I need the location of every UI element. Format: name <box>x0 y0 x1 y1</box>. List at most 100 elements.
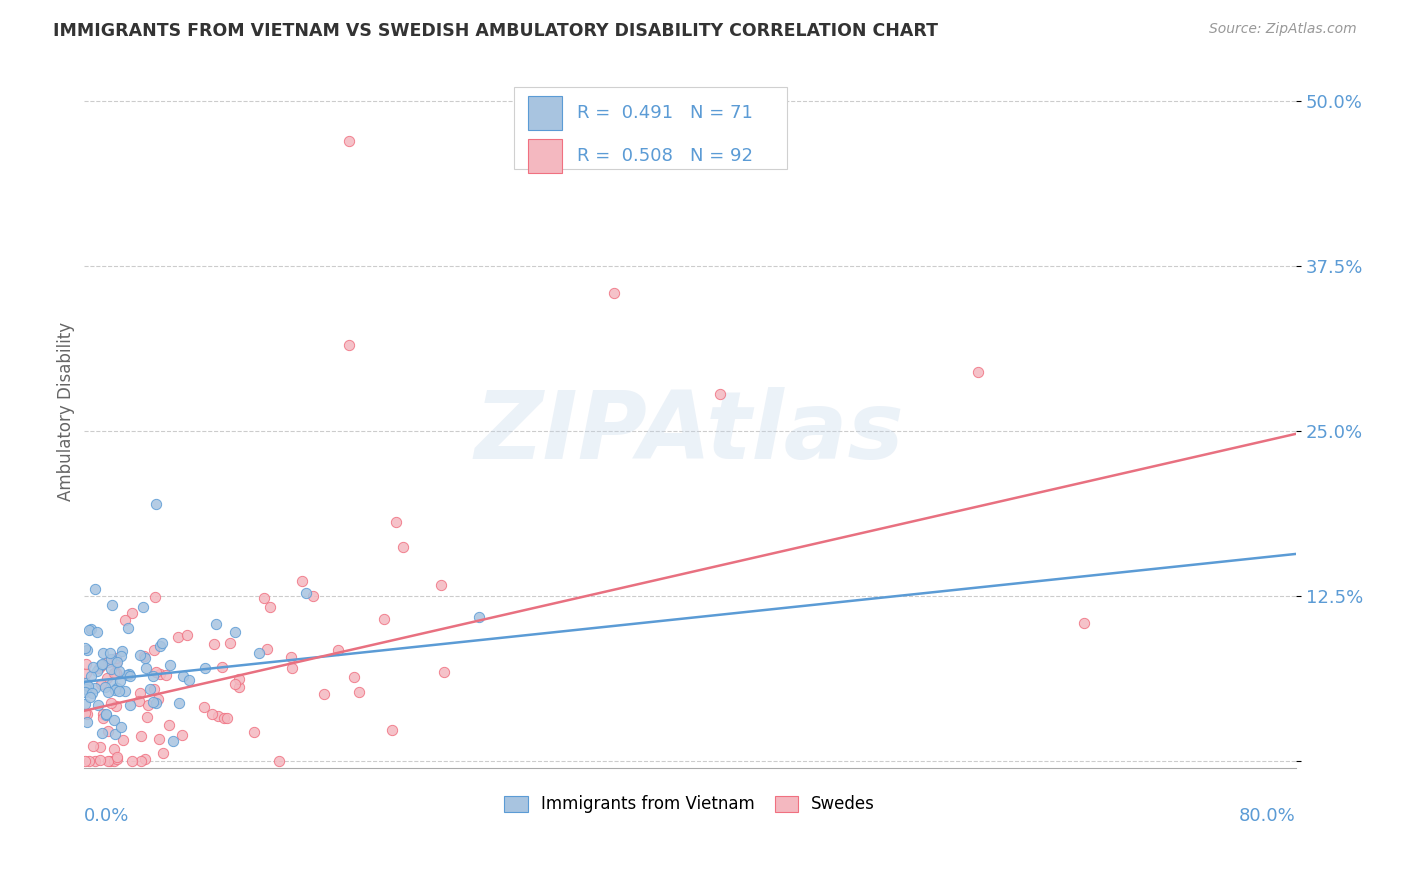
Point <box>76 643 98 657</box>
Point <box>75 754 97 768</box>
Point <box>228 672 250 686</box>
Point <box>247 646 270 660</box>
Point <box>291 574 314 588</box>
Point <box>385 515 408 529</box>
Point <box>207 709 229 723</box>
Point <box>253 591 276 605</box>
Point <box>100 598 122 612</box>
Text: N = 92: N = 92 <box>690 146 752 165</box>
Point <box>90 677 112 691</box>
Point <box>143 590 166 604</box>
Point <box>167 696 190 710</box>
Point <box>120 698 142 712</box>
Point <box>79 690 101 704</box>
Point <box>105 681 128 695</box>
Point <box>218 635 240 649</box>
Point <box>104 698 127 713</box>
Point <box>82 739 104 753</box>
Point <box>80 622 103 636</box>
Point <box>121 754 143 768</box>
Point <box>433 665 456 680</box>
Point <box>73 706 96 721</box>
Point <box>162 734 184 748</box>
Point <box>193 699 215 714</box>
Point <box>98 646 121 660</box>
Text: N = 71: N = 71 <box>690 103 752 122</box>
Text: IMMIGRANTS FROM VIETNAM VS SWEDISH AMBULATORY DISABILITY CORRELATION CHART: IMMIGRANTS FROM VIETNAM VS SWEDISH AMBUL… <box>53 22 938 40</box>
Point <box>134 651 156 665</box>
Point <box>326 643 349 657</box>
Point <box>146 692 169 706</box>
Point <box>97 724 120 739</box>
Point <box>79 669 101 683</box>
Point <box>143 682 166 697</box>
Point <box>89 739 111 754</box>
Point <box>87 661 110 675</box>
Point <box>159 657 181 672</box>
Point <box>128 686 150 700</box>
Point <box>100 697 122 711</box>
Point <box>211 660 233 674</box>
Point <box>212 711 235 725</box>
Point <box>75 657 97 671</box>
Point <box>105 752 128 766</box>
Point <box>131 599 153 614</box>
Point <box>90 658 112 673</box>
Point <box>150 636 173 650</box>
Point <box>337 338 360 352</box>
Point <box>145 665 167 679</box>
Point <box>152 746 174 760</box>
Point <box>142 669 165 683</box>
Point <box>112 733 135 747</box>
Point <box>280 650 302 665</box>
Text: 80.0%: 80.0% <box>1239 807 1296 825</box>
Point <box>86 664 108 678</box>
Point <box>104 683 127 698</box>
Point <box>149 640 172 654</box>
Point <box>709 387 731 401</box>
Point <box>148 731 170 746</box>
Point <box>75 676 97 690</box>
Point <box>104 651 127 665</box>
Point <box>103 713 125 727</box>
Point <box>149 667 172 681</box>
Point <box>114 613 136 627</box>
FancyBboxPatch shape <box>529 138 562 173</box>
Point <box>97 655 120 669</box>
Point <box>76 715 98 730</box>
Point <box>91 657 114 671</box>
Point <box>86 625 108 640</box>
Point <box>157 718 180 732</box>
Text: R =  0.491: R = 0.491 <box>576 103 673 122</box>
Point <box>105 656 128 670</box>
Point <box>312 687 335 701</box>
Point <box>267 754 290 768</box>
Point <box>101 676 124 690</box>
Point <box>105 656 128 670</box>
Point <box>136 710 159 724</box>
Point <box>139 681 162 696</box>
Point <box>204 637 226 651</box>
Point <box>243 724 266 739</box>
Point <box>97 685 120 699</box>
Point <box>84 681 107 695</box>
Point <box>603 285 626 300</box>
Point <box>97 754 120 768</box>
Point <box>94 706 117 721</box>
Point <box>172 669 194 683</box>
Point <box>82 686 104 700</box>
Point <box>201 706 224 721</box>
Point <box>108 674 131 689</box>
Point <box>259 600 281 615</box>
Point <box>167 631 190 645</box>
Point <box>104 666 127 681</box>
Point <box>114 684 136 698</box>
Point <box>145 497 167 511</box>
Point <box>301 589 323 603</box>
Point <box>120 669 142 683</box>
Point <box>90 658 112 673</box>
Point <box>103 754 125 768</box>
Point <box>91 726 114 740</box>
Point <box>142 695 165 709</box>
Point <box>91 706 114 721</box>
